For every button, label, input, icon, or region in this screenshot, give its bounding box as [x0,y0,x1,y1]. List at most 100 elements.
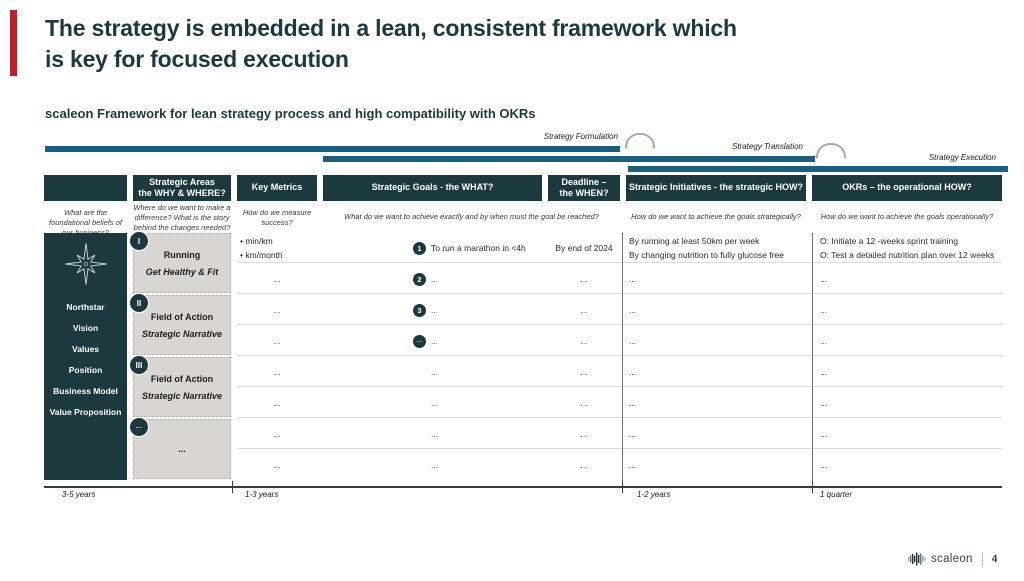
foundation-item: Position [68,365,103,375]
phase-label-formulation: Strategy Formulation [543,132,618,141]
header-key-metrics: Key Metrics [237,175,317,201]
desc-goals-deadline: What do we want to achieve exactly and b… [344,212,599,221]
deadline-cell: ... [580,429,588,439]
foundation-item: Business Model [53,386,118,396]
area-numeral-badge: III [129,355,149,375]
deadline-cell: ... [580,305,588,315]
area-title: Field of Action [150,373,214,384]
metrics-cell: ... [273,336,281,346]
initiatives-cell: ... [629,305,637,315]
header-strategic-areas: Strategic Areas the WHY & WHERE? [133,175,231,201]
foundation-item: Values [72,344,99,354]
deadline-cell: ... [580,398,588,408]
page-title: The strategy is embedded in a lean, cons… [45,13,905,75]
area-title: ... [178,444,186,454]
phase-bar-execution [628,166,1008,172]
time-scale-tick [232,481,233,493]
desc-okrs: How do we want to achieve the goals oper… [820,212,994,221]
area-box-field-3: Field of Action Strategic Narrative [133,357,231,417]
horizon-label: 3-5 years [62,490,96,499]
metrics-cell: ... [273,460,281,470]
deadline-cell: ... [580,336,588,346]
area-numeral-badge: I [129,231,149,251]
goal-text: To run a marathon in <4h [431,243,526,253]
goal-number-badge: 1 [413,241,426,255]
initiatives-cell: ... [629,336,637,346]
header-deadline: Deadline – the WHEN? [548,175,620,201]
goal-cell: ... [323,450,542,480]
okrs-cell: ... [820,367,828,377]
area-numeral-badge: ... [129,417,149,437]
title-line-1: The strategy is embedded in a lean, cons… [45,15,737,41]
initiatives-cell: ... [629,274,637,284]
slide-subtitle: scaleon Framework for lean strategy proc… [45,106,536,121]
deadline-cell: ... [580,367,588,377]
okrs-cell: ... [820,336,828,346]
table-row: ... ... ... ... ... [237,388,1002,418]
goal-cell: ... ... [323,326,542,356]
metrics-cell: ... [273,305,281,315]
table-row: ... ... ... ... ... [237,357,1002,387]
title-line-2: is key for focused execution [45,46,349,72]
desc-key-metrics: How do we measure success? [242,208,312,227]
horizon-label: 1-3 years [245,490,279,499]
desc-foundation: What are the foundational beliefs of our… [49,208,122,237]
metric-item: • min/km [240,236,273,246]
metrics-cell: • min/km • km/month [237,233,320,263]
arc-icon [625,133,655,148]
deadline-cell: By end of 2024 [555,243,613,253]
header-okrs: OKRs – the operational HOW? [812,175,1002,201]
goal-cell: ... [323,388,542,418]
area-title: Field of Action [150,311,214,322]
foundation-item: Value Proposition [49,407,122,417]
metrics-cell: ... [273,429,281,439]
horizon-label: 1-2 years [637,490,671,499]
brand-name: scaleon [931,553,973,565]
deadline-cell: ... [580,460,588,470]
horizon-label: 1 quarter [820,490,853,499]
foundation-item: Northstar [66,302,105,312]
initiatives-cell: ... [629,460,637,470]
scaleon-logo-icon [908,551,926,567]
okr-item: O: Initiate a 12 -weeks sprint training [820,235,958,246]
arc-icon [816,143,846,158]
phase-divider [812,233,813,481]
okrs-cell: ... [820,460,828,470]
area-subtitle: Strategic Narrative [141,328,223,339]
metrics-cell: ... [273,367,281,377]
goal-number-badge: 3 [413,303,426,317]
goal-text: ... [431,429,439,439]
phase-bar-formulation [45,146,620,152]
time-scale-line [44,486,1002,488]
phase-label-execution: Strategy Execution [928,153,996,162]
okrs-cell: ... [820,429,828,439]
metrics-cell: ... [273,274,281,284]
initiative-item: By changing nutrition to fully glucose f… [629,249,784,260]
foundation-sidebar: Northstar Vision Values Position Busines… [44,233,127,480]
metrics-cell: ... [273,398,281,408]
footer: scaleon 4 [908,550,997,568]
goal-text: ... [431,367,439,377]
okrs-cell: O: Initiate a 12 -weeks sprint training … [812,233,1002,263]
table-row: ... 2 ... ... ... ... [237,264,1002,294]
goal-text: ... [431,274,439,284]
initiatives-cell: ... [629,367,637,377]
area-subtitle: Strategic Narrative [141,390,223,401]
deadline-cell: ... [580,274,588,284]
okr-item: O: Test a detailed nutrition plan over 1… [820,249,995,260]
table-row: ... ... ... ... ... ... [237,326,1002,356]
phase-divider [622,233,623,481]
initiative-item: By running at least 50km per week [629,235,760,246]
area-numeral-badge: II [129,293,149,313]
footer-divider [981,552,983,566]
okrs-cell: ... [820,398,828,408]
northstar-compass-icon [44,241,127,287]
goal-cell: ... [323,419,542,449]
goal-number-badge: ... [413,334,426,348]
header-strategic-goals: Strategic Goals - the WHAT? [323,175,542,201]
metric-item: • km/month [240,250,283,260]
page-number: 4 [991,553,998,565]
area-box-field-2: Field of Action Strategic Narrative [133,295,231,355]
foundation-items: Northstar Vision Values Position Busines… [44,297,127,423]
